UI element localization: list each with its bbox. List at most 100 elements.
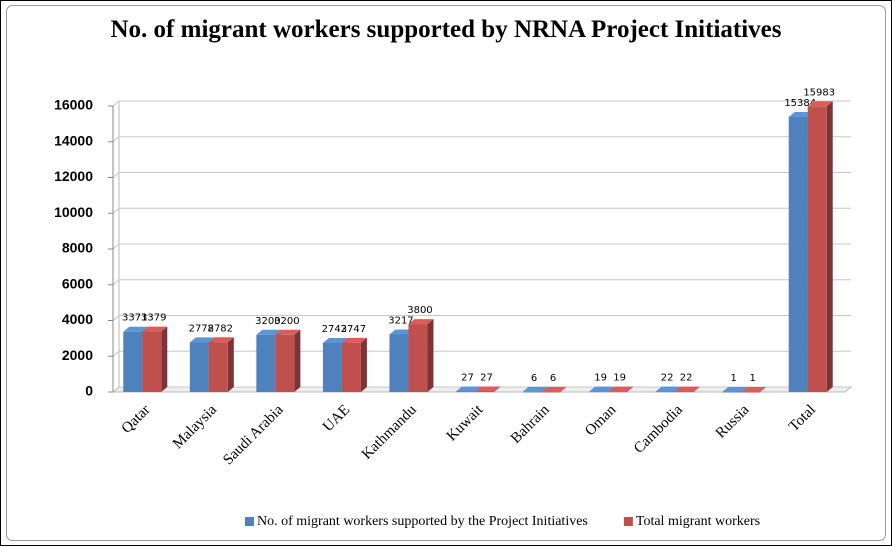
- bar-side: [360, 337, 367, 392]
- value-label: 3200: [255, 316, 280, 327]
- grid-line: [112, 315, 851, 321]
- bar-front: [189, 342, 209, 392]
- bar-front: [341, 342, 361, 392]
- bar-top: [655, 386, 681, 392]
- bar-top: [475, 386, 500, 392]
- value-label: 2778: [189, 323, 214, 334]
- grid-line: [112, 136, 851, 143]
- bar-top: [341, 337, 367, 343]
- bar-side: [760, 386, 767, 392]
- x-tick-label: Kuwait: [444, 401, 487, 444]
- y-tick-label: 16000: [54, 97, 93, 113]
- bar: [408, 319, 434, 392]
- bar-front: [655, 391, 675, 393]
- legend-label: No. of migrant workers supported by the …: [257, 514, 588, 529]
- y-tick-label: 10000: [54, 204, 93, 220]
- value-label: 22: [680, 373, 693, 384]
- bar: [807, 101, 833, 392]
- legend-label: Total migrant workers: [636, 514, 760, 529]
- bar-front: [322, 342, 342, 392]
- value-label: 19: [594, 373, 607, 384]
- value-label: 1: [749, 373, 755, 384]
- bar-top: [256, 329, 282, 335]
- value-label: 3200: [274, 316, 299, 327]
- bar-front: [408, 324, 428, 392]
- bar-top: [741, 386, 767, 392]
- bar-front: [142, 331, 162, 392]
- bar-side: [494, 386, 500, 392]
- bar-front: [541, 391, 561, 393]
- value-label: 1: [730, 373, 736, 384]
- value-label: 15384: [784, 98, 816, 109]
- legend-swatch: [623, 517, 633, 526]
- bar-top: [722, 386, 748, 392]
- bar-front: [456, 391, 475, 393]
- bar: [275, 329, 301, 392]
- bar-side: [427, 319, 434, 392]
- value-label: 2743: [322, 324, 347, 335]
- value-label: 3371: [122, 313, 147, 324]
- value-label: 6: [531, 373, 537, 384]
- value-label: 3800: [407, 305, 432, 316]
- value-label: 15983: [803, 87, 835, 98]
- bar-top: [788, 112, 814, 118]
- x-tick-label: Total: [786, 402, 819, 435]
- bar: [741, 386, 767, 393]
- y-tick-label: 6000: [62, 275, 93, 291]
- grid-line: [112, 207, 851, 214]
- value-label: 27: [480, 373, 493, 384]
- value-label: 22: [661, 373, 674, 384]
- bar: [475, 386, 500, 393]
- grid-line: [112, 100, 851, 107]
- bar-side: [294, 329, 301, 392]
- bar: [142, 326, 168, 392]
- x-tick-label: Saudi Arabia: [220, 402, 287, 469]
- bar-top: [807, 101, 833, 107]
- y-tick-label: 4000: [62, 311, 93, 327]
- bar: [208, 337, 234, 392]
- bar-top: [589, 386, 615, 392]
- bar-top: [522, 386, 548, 392]
- bar-front: [807, 106, 827, 392]
- bar-side: [627, 386, 634, 392]
- x-tick-label: Malaysia: [170, 402, 220, 452]
- y-tick-label: 14000: [54, 132, 93, 148]
- bar-front: [389, 334, 409, 392]
- x-tick-label: Cambodia: [631, 402, 686, 457]
- bar-top: [608, 386, 634, 392]
- bar: [608, 386, 634, 393]
- bar-front: [256, 334, 276, 392]
- bar-front: [123, 331, 143, 392]
- bar-top: [389, 329, 415, 335]
- y-tick-label: 12000: [54, 168, 93, 184]
- value-label: 19: [613, 373, 626, 384]
- bar-front: [275, 334, 295, 392]
- y-tick-label: 8000: [62, 240, 93, 256]
- x-tick-label: Kathmandu: [359, 402, 420, 463]
- grid-line: [112, 172, 851, 178]
- x-tick-label: Qatar: [119, 402, 154, 437]
- bar-front: [674, 391, 694, 393]
- chart-title: No. of migrant workers supported by NRNA…: [110, 16, 782, 43]
- bar-front: [475, 391, 494, 393]
- bar-top: [456, 386, 481, 392]
- bar-top: [275, 329, 301, 335]
- bar-top: [541, 386, 567, 392]
- bar-side: [227, 337, 234, 392]
- value-label: 6: [550, 373, 556, 384]
- bar-top: [674, 386, 700, 392]
- bar-front: [608, 391, 628, 393]
- bar: [541, 386, 567, 393]
- bar-top: [142, 326, 168, 332]
- bar-front: [208, 342, 228, 392]
- y-tick-label: 0: [85, 383, 93, 399]
- bar-front: [522, 391, 542, 393]
- bar-side: [161, 326, 168, 392]
- bar-front: [722, 391, 742, 393]
- bar: [674, 386, 700, 393]
- bar: [341, 337, 367, 392]
- bar-front: [741, 391, 761, 393]
- x-tick-label: Russia: [713, 402, 753, 442]
